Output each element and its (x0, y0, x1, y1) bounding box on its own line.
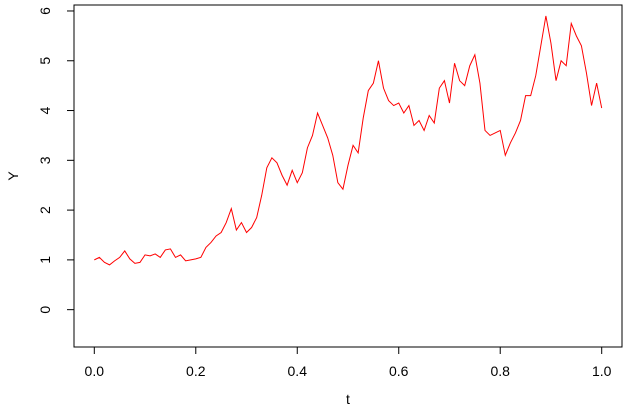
y-tick-label: 3 (37, 156, 53, 164)
x-axis-label: t (346, 391, 350, 407)
x-axis: 0.0 0.2 0.4 0.6 0.8 1.0 (85, 347, 612, 379)
y-tick-label: 1 (37, 256, 53, 264)
x-tick-label: 0.2 (186, 363, 206, 379)
x-tick-label: 0.6 (389, 363, 409, 379)
y-axis: 0 1 2 3 4 5 6 (37, 7, 74, 314)
y-tick-label: 4 (37, 106, 53, 114)
x-tick-label: 0.0 (85, 363, 105, 379)
y-tick-label: 2 (37, 206, 53, 214)
y-tick-label: 0 (37, 306, 53, 314)
y-axis-label: Y (5, 171, 21, 181)
plot-area: 0.0 0.2 0.4 0.6 0.8 1.0 0 1 2 3 4 5 6 (37, 4, 623, 379)
y-tick-label: 6 (37, 7, 53, 15)
x-tick-label: 1.0 (592, 363, 612, 379)
series-line (94, 15, 603, 266)
x-tick-label: 0.4 (288, 363, 308, 379)
x-tick-label: 0.8 (490, 363, 510, 379)
plot-frame (73, 4, 623, 348)
y-tick-label: 5 (37, 57, 53, 65)
